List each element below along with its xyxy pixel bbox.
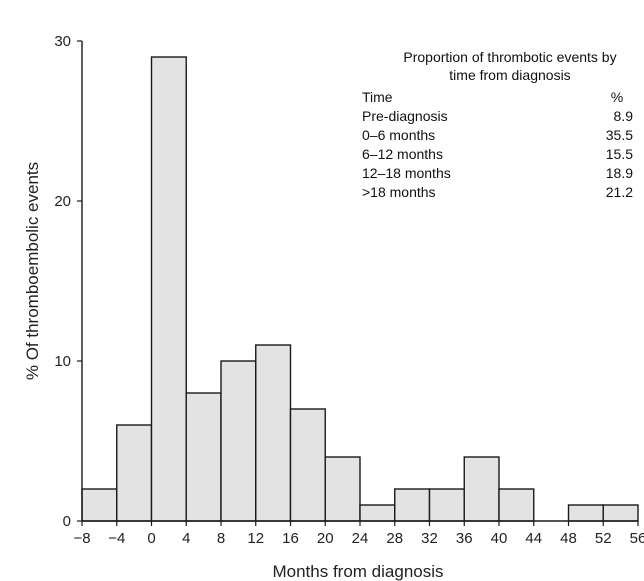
x-tick-label: 20 [317,530,334,547]
x-tick-label: 28 [386,530,403,547]
y-tick-label: 0 [63,513,71,530]
histogram-bar [463,456,500,522]
histogram-bar [289,408,326,522]
inset-row-time: >18 months [362,184,436,200]
inset-row-percent: 15.5 [606,146,633,162]
x-tick-label: 36 [456,530,473,547]
axes-group [77,40,639,526]
x-tick-label: 32 [421,530,438,547]
histogram-bar [428,488,465,522]
histogram-bar [255,344,292,522]
histogram-bar [359,504,396,522]
x-tick-label: 40 [491,530,508,547]
inset-title-line1: Proportion of thrombotic events by [403,49,616,65]
histogram-bar [185,392,222,522]
inset-row-percent: 21.2 [606,184,633,200]
inset-table: Proportion of thrombotic events by time … [362,49,633,200]
x-tick-label: 52 [595,530,612,547]
x-tick-label: 16 [282,530,299,547]
y-tick-label: 20 [54,193,71,210]
x-tick-label: −4 [108,530,125,547]
histogram-bar [602,504,639,522]
inset-row-time: 0–6 months [362,127,435,143]
inset-row-percent: 35.5 [606,127,633,143]
inset-row-percent: 18.9 [606,165,633,181]
x-tick-label: 8 [217,530,225,547]
inset-row-percent: 8.9 [614,108,634,124]
inset-header-percent: % [611,89,623,105]
x-tick-label: 0 [147,530,155,547]
histogram-bar [324,456,361,522]
y-axis-title: % Of thromboembolic events [23,162,42,380]
inset-row-time: Pre-diagnosis [362,108,448,124]
bars-group [81,56,639,522]
inset-rows-group: Pre-diagnosis 8.9 0–6 months 35.5 6–12 month… [362,108,633,200]
inset-title-line2: time from diagnosis [449,67,570,83]
inset-row-time: 6–12 months [362,146,443,162]
x-tick-label: 24 [352,530,369,547]
histogram-bar [150,56,187,522]
y-tick-label: 10 [54,353,71,370]
histogram-bar [116,424,153,522]
x-tick-label: 4 [182,530,190,547]
inset-header-time: Time [362,89,393,105]
x-tick-label: −8 [73,530,90,547]
x-tick-label: 44 [525,530,542,547]
histogram-bar [498,488,535,522]
inset-row-time: 12–18 months [362,165,451,181]
histogram-bar [81,488,118,522]
x-axis-title: Months from diagnosis [272,562,443,581]
histogram-bar [567,504,604,522]
histogram-bar [394,488,431,522]
histogram-bar [220,360,257,522]
y-tick-label: 30 [54,33,71,50]
x-tick-label: 48 [560,530,577,547]
x-tick-label: 12 [247,530,264,547]
x-tick-label: 56 [630,530,644,547]
